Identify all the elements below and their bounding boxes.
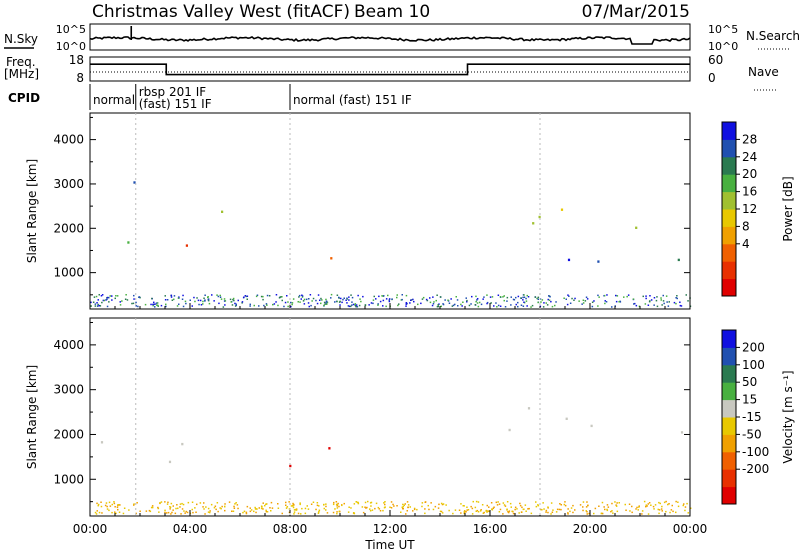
nave-label: Nave bbox=[748, 65, 779, 79]
noise-tick-high-left: 10^5 bbox=[56, 23, 86, 36]
y-tick-label: 1000 bbox=[53, 266, 84, 280]
colorbar-swatch bbox=[722, 486, 736, 505]
x-axis-label: Time UT bbox=[364, 538, 415, 552]
noise-tick-low-right: 10^0 bbox=[708, 40, 738, 53]
nsearch-label: N.Search bbox=[746, 29, 800, 43]
cpid-segment-label-2: (fast) 151 IF bbox=[139, 97, 212, 111]
cpid-segment-label: normal bbox=[93, 93, 135, 107]
heatmap-cells bbox=[94, 407, 692, 515]
colorbar-tick-label: -15 bbox=[742, 410, 762, 424]
heatmap-cells bbox=[90, 181, 692, 308]
x-tick-label: 08:00 bbox=[273, 522, 308, 536]
noise-tick-low-left: 10^0 bbox=[56, 40, 86, 53]
colorbar: 28 24 20 16 12 8 4 Power [dB] bbox=[721, 121, 795, 297]
x-tick-label: 00:00 bbox=[673, 522, 708, 536]
x-tick-label: 00:00 bbox=[73, 522, 108, 536]
colorbar-tick-label: 24 bbox=[742, 150, 757, 164]
y-tick-label: 3000 bbox=[53, 177, 84, 191]
colorbar-tick-label: -50 bbox=[742, 427, 762, 441]
power-panel: 1000 2000 3000 4000 Slant Range [km] 28 24 20 16… bbox=[25, 112, 795, 310]
colorbar-tick-label: 16 bbox=[742, 185, 757, 199]
date-label: 07/Mar/2015 bbox=[582, 2, 690, 22]
colorbar-swatch bbox=[722, 174, 736, 193]
colorbar-swatch bbox=[722, 261, 736, 280]
colorbar-swatch bbox=[722, 226, 736, 245]
noise-panel: N.Sky 10^5 10^0 10^5 10^0 N.Search bbox=[4, 23, 800, 53]
x-tick-label: 16:00 bbox=[473, 522, 508, 536]
colorbar-swatch bbox=[722, 347, 736, 366]
colorbar-swatch bbox=[722, 330, 736, 348]
colorbar-label: Power [dB] bbox=[781, 176, 795, 241]
colorbar-swatch bbox=[722, 469, 736, 488]
noise-trace bbox=[89, 26, 691, 45]
colorbar-swatch bbox=[722, 139, 736, 158]
y-tick-label: 1000 bbox=[53, 472, 84, 486]
station-title: Christmas Valley West (fitACF) bbox=[92, 2, 350, 22]
colorbar-tick-label: 12 bbox=[742, 202, 757, 216]
y-tick-label: 4000 bbox=[53, 133, 84, 147]
colorbar-tick-label: 50 bbox=[742, 375, 757, 389]
frequency-trace bbox=[90, 63, 690, 76]
y-tick-label: 3000 bbox=[53, 383, 84, 397]
cpid-segment-label: normal (fast) 151 IF bbox=[293, 93, 412, 107]
colorbar-tick-label: -100 bbox=[742, 445, 769, 459]
y-tick-label: 4000 bbox=[53, 338, 84, 352]
colorbar-swatch bbox=[722, 364, 736, 383]
colorbar-tick-label: 8 bbox=[742, 219, 750, 233]
velocity-panel: 1000 2000 3000 4000 Slant Range [km] 200 100 50… bbox=[25, 317, 795, 552]
y-axis-label: Slant Range [km] bbox=[25, 159, 39, 263]
noise-tick-high-right: 10^5 bbox=[708, 23, 738, 36]
colorbar-tick-label: 15 bbox=[742, 393, 757, 407]
colorbar-swatch bbox=[722, 382, 736, 401]
cpid-panel: CPID normal rbsp 201 IF(fast) 151 IF norma… bbox=[8, 84, 412, 111]
x-tick-label: 12:00 bbox=[373, 522, 408, 536]
freq-tick-low: 8 bbox=[76, 71, 84, 85]
colorbar-swatch bbox=[722, 122, 736, 140]
colorbar-tick-label: 100 bbox=[742, 358, 765, 372]
colorbar-swatch bbox=[722, 243, 736, 262]
cpid-segment-label: rbsp 201 IF bbox=[139, 85, 206, 99]
plot-frame bbox=[89, 317, 691, 517]
colorbar-tick-label: 4 bbox=[742, 237, 750, 251]
x-tick-label: 04:00 bbox=[173, 522, 208, 536]
x-tick-label: 20:00 bbox=[573, 522, 608, 536]
y-tick-label: 2000 bbox=[53, 427, 84, 441]
colorbar-tick-label: -200 bbox=[742, 462, 769, 476]
freq-tick-high: 18 bbox=[69, 53, 84, 67]
colorbar-swatch bbox=[722, 451, 736, 470]
colorbar-tick-label: 28 bbox=[742, 132, 757, 146]
colorbar-swatch bbox=[722, 156, 736, 175]
colorbar-swatch bbox=[722, 399, 736, 418]
y-axis-label: Slant Range [km] bbox=[25, 365, 39, 469]
colorbar-swatch bbox=[722, 191, 736, 210]
frequency-panel: Freq. [MHz] 18 8 60 0 Nave bbox=[4, 53, 779, 91]
colorbar: 200 100 50 15 -15 -50 -100 -200 Velocity [m s⁻¹] bbox=[721, 329, 795, 505]
nave-tick-high: 60 bbox=[708, 53, 723, 67]
colorbar-swatch bbox=[722, 209, 736, 227]
colorbar-tick-label: 20 bbox=[742, 167, 757, 181]
nave-tick-low: 0 bbox=[708, 71, 716, 85]
y-tick-label: 2000 bbox=[53, 221, 84, 235]
colorbar-swatch bbox=[722, 278, 736, 297]
freq-unit-label: [MHz] bbox=[4, 67, 39, 81]
colorbar-swatch bbox=[722, 434, 736, 453]
colorbar-swatch bbox=[722, 417, 736, 435]
cpid-label: CPID bbox=[8, 91, 40, 105]
colorbar-tick-label: 200 bbox=[742, 340, 765, 354]
colorbar-label: Velocity [m s⁻¹] bbox=[781, 370, 795, 463]
plot-frame bbox=[89, 112, 691, 310]
nsky-label: N.Sky bbox=[4, 32, 38, 46]
beam-label: Beam 10 bbox=[354, 2, 430, 22]
freq-label: Freq. bbox=[6, 55, 36, 69]
